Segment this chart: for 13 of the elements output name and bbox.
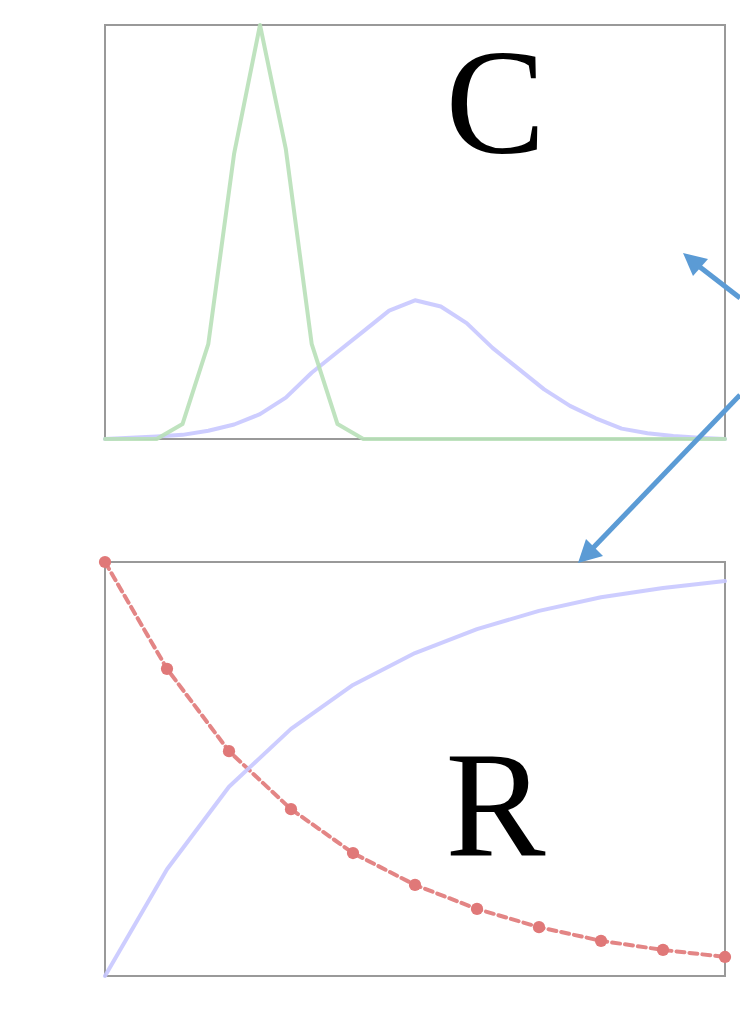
point [656, 943, 670, 957]
point [346, 846, 360, 860]
point [594, 934, 608, 947]
point [222, 745, 236, 758]
point [532, 921, 546, 934]
point [718, 950, 732, 964]
point [408, 878, 422, 892]
point [470, 902, 484, 916]
point [284, 803, 298, 816]
annotation: R [445, 721, 546, 888]
annotation: C [445, 18, 546, 185]
point [160, 662, 174, 675]
point [98, 555, 112, 569]
